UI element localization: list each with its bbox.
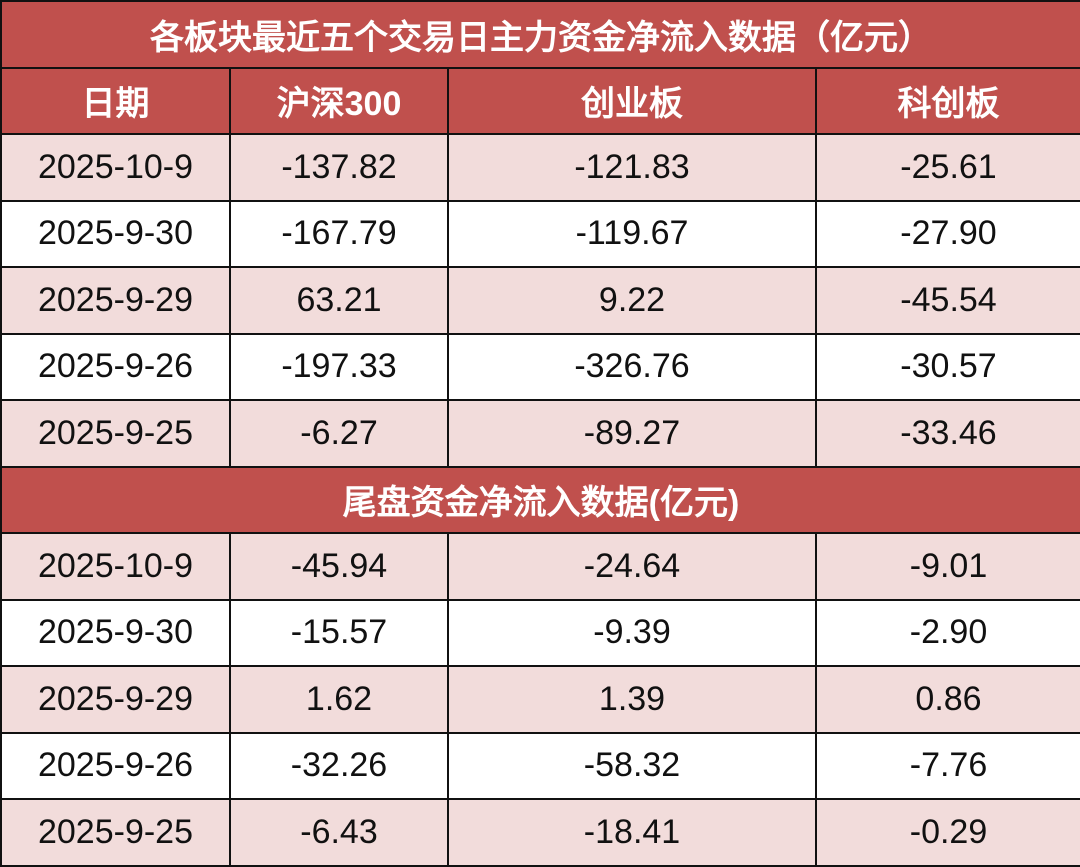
date-cell: 2025-9-30 bbox=[0, 199, 231, 268]
star-cell: 0.86 bbox=[815, 665, 1080, 734]
star-cell: -27.90 bbox=[815, 199, 1080, 268]
chinext-cell: -119.67 bbox=[447, 199, 817, 268]
date-cell: 2025-9-30 bbox=[0, 598, 231, 667]
star-cell: -2.90 bbox=[815, 598, 1080, 667]
table-row: 2025-9-26 -32.26 -58.32 -7.76 bbox=[0, 731, 1080, 800]
star-cell: -45.54 bbox=[815, 266, 1080, 335]
table-row: 2025-9-26 -197.33 -326.76 -30.57 bbox=[0, 332, 1080, 401]
star-cell: -25.61 bbox=[815, 133, 1080, 202]
main-title: 各板块最近五个交易日主力资金净流入数据（亿元） bbox=[0, 0, 1080, 69]
chinext-cell: -89.27 bbox=[447, 399, 817, 468]
table-row: 2025-10-9 -137.82 -121.83 -25.61 bbox=[0, 133, 1080, 202]
chinext-cell: 9.22 bbox=[447, 266, 817, 335]
column-header-date: 日期 bbox=[0, 66, 231, 135]
star-cell: -9.01 bbox=[815, 532, 1080, 601]
table-row: 2025-10-9 -45.94 -24.64 -9.01 bbox=[0, 532, 1080, 601]
hs300-cell: 63.21 bbox=[229, 266, 449, 335]
chinext-cell: -58.32 bbox=[447, 731, 817, 800]
main-title-row: 各板块最近五个交易日主力资金净流入数据（亿元） bbox=[0, 0, 1080, 69]
chinext-cell: -326.76 bbox=[447, 332, 817, 401]
date-cell: 2025-9-29 bbox=[0, 665, 231, 734]
table-row: 2025-9-29 1.62 1.39 0.86 bbox=[0, 665, 1080, 734]
date-cell: 2025-9-26 bbox=[0, 332, 231, 401]
table-row: 2025-9-25 -6.27 -89.27 -33.46 bbox=[0, 399, 1080, 468]
chinext-cell: -24.64 bbox=[447, 532, 817, 601]
table-row: 2025-9-25 -6.43 -18.41 -0.29 bbox=[0, 798, 1080, 867]
hs300-cell: -6.43 bbox=[229, 798, 449, 867]
table-row: 2025-9-29 63.21 9.22 -45.54 bbox=[0, 266, 1080, 335]
column-header-hs300: 沪深300 bbox=[229, 66, 449, 135]
table-row: 2025-9-30 -15.57 -9.39 -2.90 bbox=[0, 598, 1080, 667]
tail-section-title: 尾盘资金净流入数据(亿元) bbox=[0, 465, 1080, 534]
hs300-cell: -32.26 bbox=[229, 731, 449, 800]
column-header-star: 科创板 bbox=[815, 66, 1080, 135]
star-cell: -0.29 bbox=[815, 798, 1080, 867]
date-cell: 2025-10-9 bbox=[0, 133, 231, 202]
table-row: 2025-9-30 -167.79 -119.67 -27.90 bbox=[0, 199, 1080, 268]
chinext-cell: -9.39 bbox=[447, 598, 817, 667]
chinext-cell: -18.41 bbox=[447, 798, 817, 867]
date-cell: 2025-9-26 bbox=[0, 731, 231, 800]
chinext-cell: 1.39 bbox=[447, 665, 817, 734]
hs300-cell: 1.62 bbox=[229, 665, 449, 734]
date-cell: 2025-9-29 bbox=[0, 266, 231, 335]
date-cell: 2025-9-25 bbox=[0, 399, 231, 468]
column-header-row: 日期 沪深300 创业板 科创板 bbox=[0, 66, 1080, 135]
hs300-cell: -167.79 bbox=[229, 199, 449, 268]
star-cell: -7.76 bbox=[815, 731, 1080, 800]
column-header-chinext: 创业板 bbox=[447, 66, 817, 135]
hs300-cell: -137.82 bbox=[229, 133, 449, 202]
date-cell: 2025-9-25 bbox=[0, 798, 231, 867]
hs300-cell: -45.94 bbox=[229, 532, 449, 601]
date-cell: 2025-10-9 bbox=[0, 532, 231, 601]
tail-title-row: 尾盘资金净流入数据(亿元) bbox=[0, 465, 1080, 534]
chinext-cell: -121.83 bbox=[447, 133, 817, 202]
hs300-cell: -15.57 bbox=[229, 598, 449, 667]
star-cell: -30.57 bbox=[815, 332, 1080, 401]
hs300-cell: -197.33 bbox=[229, 332, 449, 401]
hs300-cell: -6.27 bbox=[229, 399, 449, 468]
star-cell: -33.46 bbox=[815, 399, 1080, 468]
